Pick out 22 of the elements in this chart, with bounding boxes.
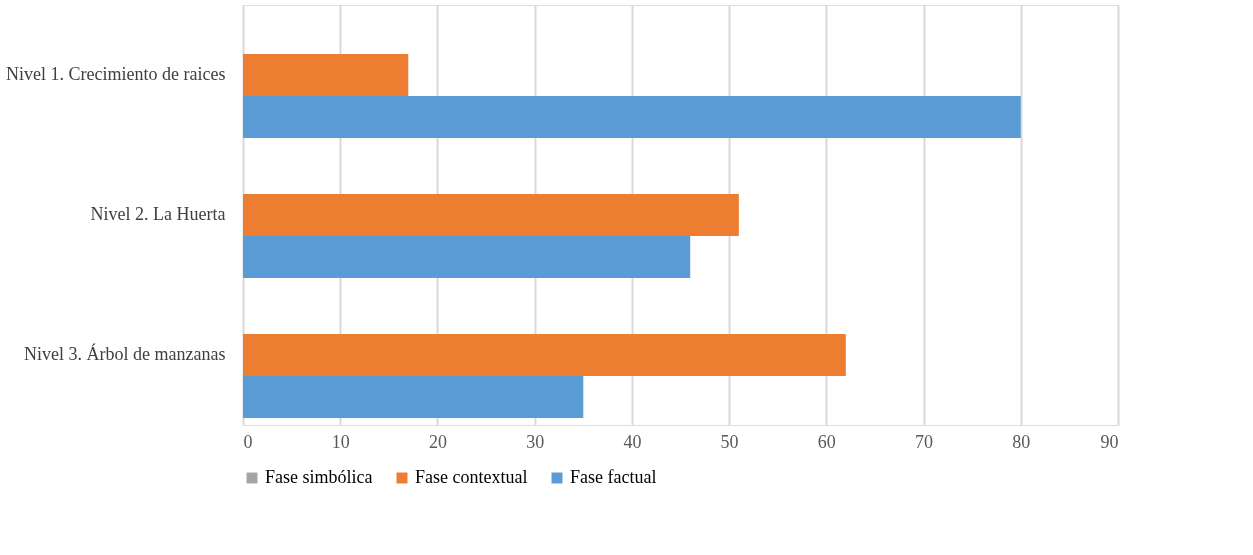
x-tick-label: 90 bbox=[1100, 431, 1119, 452]
bar bbox=[243, 334, 846, 376]
x-tick-label: 10 bbox=[331, 431, 350, 452]
y-tick-label: Nivel 3. Árbol de manzanas bbox=[24, 343, 226, 364]
legend-label: Fase contextual bbox=[415, 467, 528, 487]
x-tick-label: 0 bbox=[243, 431, 253, 452]
x-tick-label: 50 bbox=[720, 431, 739, 452]
x-tick-label: 30 bbox=[526, 431, 545, 452]
bar bbox=[243, 376, 584, 418]
x-tick-label: 80 bbox=[1012, 431, 1031, 452]
x-tick-label: 40 bbox=[623, 431, 642, 452]
legend-label: Fase simbólica bbox=[265, 467, 373, 487]
x-tick-label: 60 bbox=[817, 431, 836, 452]
bar bbox=[243, 54, 409, 96]
bar bbox=[243, 236, 691, 278]
legend-label: Fase factual bbox=[570, 467, 657, 487]
x-tick-label: 70 bbox=[915, 431, 934, 452]
y-tick-label: Nivel 1. Crecimiento de raices bbox=[6, 64, 226, 84]
bar bbox=[243, 96, 1021, 138]
x-tick-label: 20 bbox=[428, 431, 447, 452]
y-tick-label: Nivel 2. La Huerta bbox=[90, 204, 226, 224]
bar bbox=[243, 194, 739, 236]
